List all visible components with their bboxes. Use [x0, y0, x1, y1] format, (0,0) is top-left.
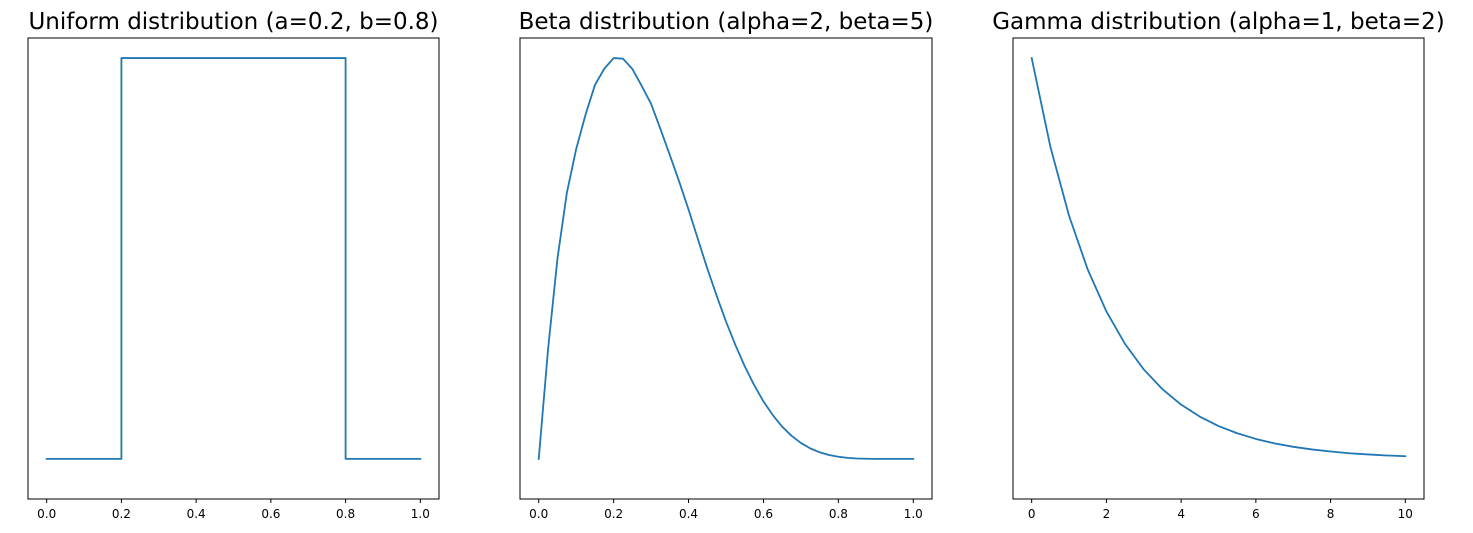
axes-frame [1012, 37, 1425, 500]
chart-title: Beta distribution (alpha=2, beta=5) [519, 9, 934, 35]
chart-title: Uniform distribution (a=0.2, b=0.8) [28, 9, 438, 35]
x-tick-label: 0.2 [112, 507, 131, 521]
charts-root: Uniform distribution (a=0.2, b=0.8) 0.0 0.… [27, 9, 1445, 521]
x-tick-label: 0.0 [529, 507, 548, 521]
x-tick-label: 2 [1103, 507, 1111, 521]
x-tick-label: 8 [1327, 507, 1335, 521]
x-tick-label: 0 [1028, 507, 1036, 521]
x-tick-label: 1.0 [411, 507, 430, 521]
series-line-1 [1030, 56, 1407, 458]
chart-title: Gamma distribution (alpha=1, beta=2) [992, 9, 1445, 35]
x-tick-label: 1.0 [904, 507, 923, 521]
x-tick-label: 6 [1252, 507, 1260, 521]
axes-frame [519, 37, 933, 500]
x-tick-label: 10 [1398, 507, 1413, 521]
axes-frame [27, 37, 440, 500]
series-line-1 [537, 57, 915, 460]
x-tick-label: 4 [1177, 507, 1185, 521]
x-tick-label: 0.6 [261, 507, 280, 521]
x-tick-label: 0.8 [829, 507, 848, 521]
x-tick-label: 0.4 [187, 507, 206, 521]
chart-panel-1: Uniform distribution (a=0.2, b=0.8) 0.0 0.… [27, 9, 440, 521]
x-tick-label: 0.0 [37, 507, 56, 521]
x-tick-label: 0.2 [604, 507, 623, 521]
chart-panel-3: Gamma distribution (alpha=1, beta=2) 0 2 4 6… [992, 9, 1445, 521]
x-tick-label: 0.8 [336, 507, 355, 521]
chart-panel-2: Beta distribution (alpha=2, beta=5) 0.0 0.… [519, 9, 934, 521]
x-tick-label: 0.4 [679, 507, 698, 521]
x-tick-label: 0.6 [754, 507, 773, 521]
series-line-1 [45, 57, 422, 460]
